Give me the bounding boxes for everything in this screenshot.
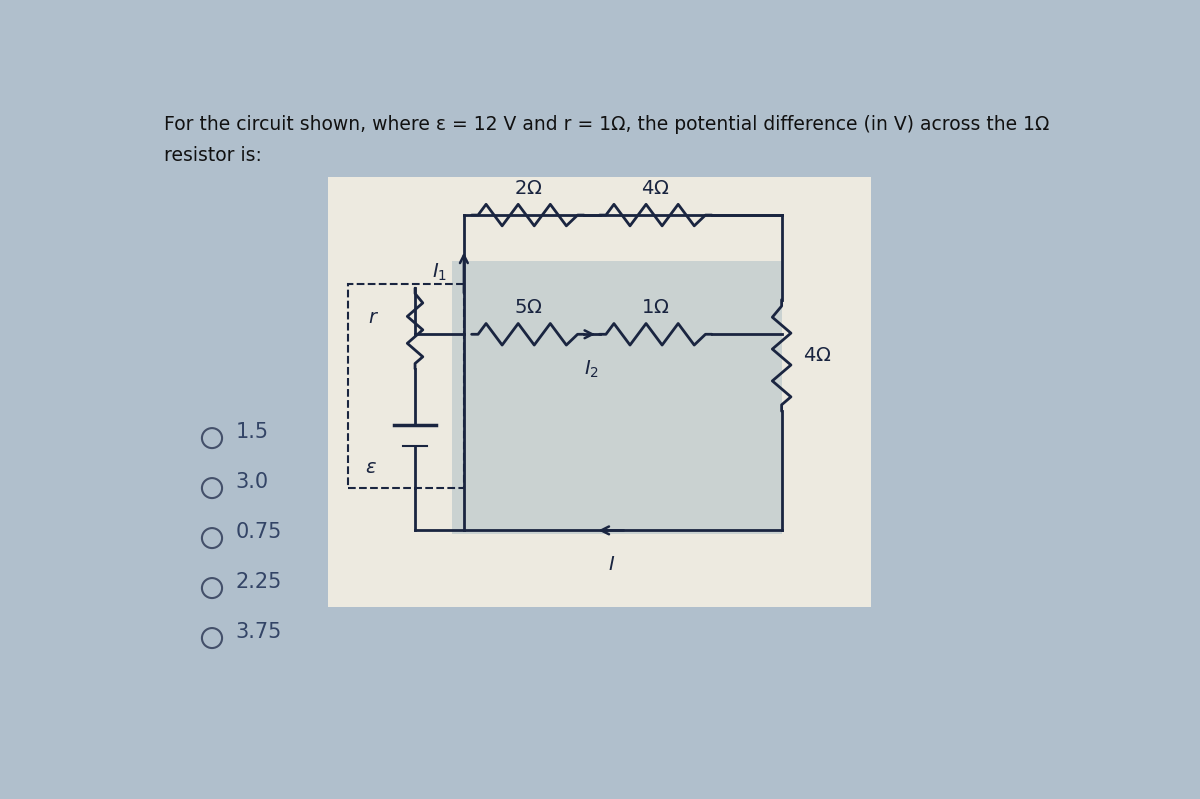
Text: $2\Omega$: $2\Omega$ <box>514 178 542 197</box>
Text: $I_1$: $I_1$ <box>432 262 446 284</box>
Text: 3.0: 3.0 <box>235 472 269 492</box>
Text: 0.75: 0.75 <box>235 522 282 542</box>
Bar <box>348 284 464 488</box>
Text: $I_2$: $I_2$ <box>584 359 599 380</box>
Text: $I$: $I$ <box>607 555 614 574</box>
Text: $4\Omega$: $4\Omega$ <box>803 346 832 365</box>
Bar <box>329 177 871 607</box>
Text: $5\Omega$: $5\Omega$ <box>514 298 542 316</box>
Text: 3.75: 3.75 <box>235 622 282 642</box>
Text: $1\Omega$: $1\Omega$ <box>642 298 670 316</box>
Text: $r$: $r$ <box>367 308 379 327</box>
Text: $4\Omega$: $4\Omega$ <box>642 178 670 197</box>
Text: For the circuit shown, where ε = 12 V and r = 1Ω, the potential difference (in V: For the circuit shown, where ε = 12 V an… <box>164 115 1049 134</box>
Bar <box>452 261 781 535</box>
Text: 1.5: 1.5 <box>235 422 269 442</box>
Text: $\varepsilon$: $\varepsilon$ <box>365 458 377 477</box>
Text: resistor is:: resistor is: <box>164 146 262 165</box>
Text: 2.25: 2.25 <box>235 572 282 592</box>
